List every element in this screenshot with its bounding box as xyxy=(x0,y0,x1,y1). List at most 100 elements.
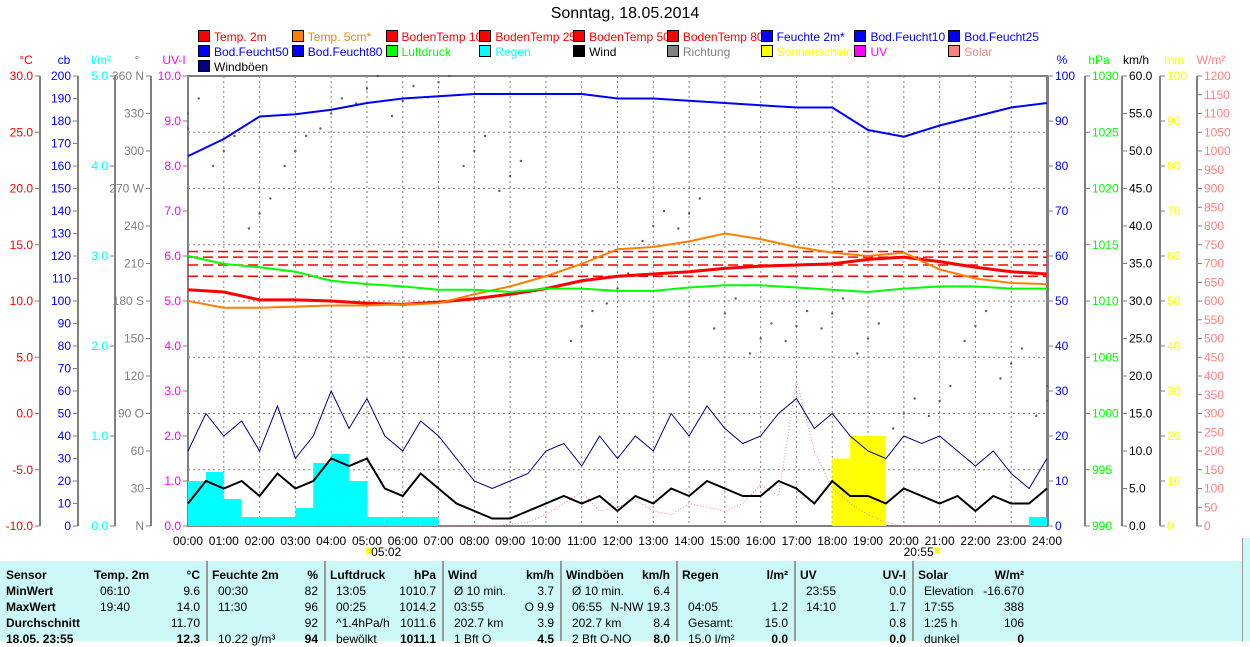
axis-tick-label: 1030 xyxy=(1092,69,1119,83)
stats-column-unit: km/h xyxy=(641,568,670,582)
axis-tick-label: 100 xyxy=(1204,482,1224,496)
axis-tick-label: 20.0 xyxy=(10,182,34,196)
axis-tick-label: 25.0 xyxy=(10,125,34,139)
wind-direction-point xyxy=(329,112,333,115)
wind-direction-point xyxy=(283,164,286,168)
x-tick-label: 03:00 xyxy=(280,534,310,548)
wind-direction-point xyxy=(687,212,691,215)
stats-cell-label: bewölkt xyxy=(336,632,377,646)
axis-tick-label: 100 xyxy=(1055,69,1075,83)
stats-cell-label: 10.22 g/m³ xyxy=(218,632,276,646)
axis-tick-label: 4.0 xyxy=(91,159,108,173)
axis-tick-label: 1015 xyxy=(1092,238,1119,252)
axis-tick-label: 9.0 xyxy=(164,114,181,128)
rain-bar xyxy=(366,517,385,526)
axis-tick-label: 20 xyxy=(1055,429,1069,443)
rain-bar xyxy=(277,517,296,526)
stats-cell-label: 202.7 km xyxy=(454,616,504,630)
axis-tick-label: 1.0 xyxy=(91,429,108,443)
axis-tick-label: -5.0 xyxy=(12,463,33,477)
stats-cell-label: 13:05 xyxy=(336,584,367,598)
rain-bar xyxy=(241,517,260,526)
stats-cell-value: 106 xyxy=(1003,616,1024,630)
axis-tick-label: 100 xyxy=(1167,69,1187,83)
wind-direction-point xyxy=(412,84,415,88)
axis-tick-label: 60 xyxy=(58,384,72,398)
chart-title: Sonntag, 18.05.2014 xyxy=(550,5,700,22)
series-line-luftdruck xyxy=(187,255,1047,294)
axis-tick-label: 850 xyxy=(1204,200,1224,214)
wind-direction-point xyxy=(974,324,977,328)
legend-label: Wind xyxy=(589,45,617,59)
axis-tick-label: 15.0 xyxy=(1129,407,1153,421)
stats-cell-value: N-NW 19.3 xyxy=(610,600,670,614)
x-tick-label: 00:00 xyxy=(173,534,203,548)
axis-tick-label: 20 xyxy=(1167,429,1181,443)
x-tick-label: 15:00 xyxy=(710,534,740,548)
stats-column-head: UV xyxy=(800,568,817,582)
legend-swatch xyxy=(948,45,961,57)
wind-direction-point xyxy=(877,322,880,325)
x-tick-label: 01:00 xyxy=(209,534,239,548)
legend-swatch xyxy=(948,30,961,42)
axis-tick-label: 10.0 xyxy=(1129,444,1153,458)
wind-direction-point xyxy=(999,377,1002,380)
stats-cell-value: 6.4 xyxy=(653,584,670,598)
stats-cell-value: 1.2 xyxy=(771,600,788,614)
wind-direction-point xyxy=(748,352,752,355)
x-tick-label: 05:00 xyxy=(352,534,382,548)
stats-cell-label: 06:10 xyxy=(100,584,131,598)
x-tick-label: 16:00 xyxy=(746,534,776,548)
wind-direction-point xyxy=(390,114,394,118)
wind-direction-point xyxy=(723,312,727,315)
axis-tick-label: 5.0 xyxy=(164,294,181,308)
wind-direction-point xyxy=(712,327,716,330)
wind-direction-point xyxy=(795,324,798,328)
legend-item: UV xyxy=(854,45,887,59)
stats-cell-label: Elevation xyxy=(924,584,974,598)
scrollbar[interactable] xyxy=(1242,538,1250,641)
axis-tick-label: 750 xyxy=(1204,238,1224,252)
stats-column: Temp. 2m °C 06:10 9.6 19:40 14.0 11.70 12.3 xyxy=(88,561,208,646)
rain-bar xyxy=(259,517,278,526)
axis-tick-label: 10 xyxy=(1055,474,1069,488)
stats-column-head: Temp. 2m xyxy=(94,568,150,582)
axis-tick-label: 550 xyxy=(1204,313,1224,327)
axis-tick-label: 1010 xyxy=(1092,294,1119,308)
axis-unit-label: UV-I xyxy=(162,53,185,67)
sunshine-bar xyxy=(832,458,851,526)
stats-column: Solar W/m² Elevation -16.670 17:55 388 1:25 h 1… xyxy=(912,561,1030,646)
axis-tick-label: 50 xyxy=(58,407,72,421)
wind-direction-point xyxy=(448,74,451,78)
legend-swatch xyxy=(760,45,773,57)
wind-direction-point xyxy=(841,297,845,300)
stats-cell-value: 0 xyxy=(1017,632,1024,646)
axis-tick-label: 30 xyxy=(1055,384,1069,398)
wind-direction-point xyxy=(856,352,859,355)
wind-direction-point xyxy=(662,209,666,213)
legend-swatch xyxy=(573,30,586,42)
axis-tick-label: 1000 xyxy=(1092,407,1119,421)
legend-label: Bod.Feucht10 xyxy=(870,30,946,44)
legend-item: BodenTemp 50 xyxy=(573,30,670,44)
axis-tick-label: 40 xyxy=(58,429,72,443)
legend-item: BodenTemp 25 xyxy=(479,30,576,44)
rain-bar xyxy=(223,499,242,526)
stats-column-unit: W/m² xyxy=(994,568,1024,582)
legend-label: Windböen xyxy=(214,60,269,74)
axis-tick-label: 1200 xyxy=(1204,69,1231,83)
legend-swatch xyxy=(573,45,586,57)
legend-swatch xyxy=(854,30,867,42)
x-tick-label: 24:00 xyxy=(1032,534,1062,548)
legend-swatch xyxy=(385,30,398,42)
axis-tick-label: 0 xyxy=(1167,519,1174,533)
x-tick-label: 18:00 xyxy=(817,534,847,548)
axis-unit-label: cb xyxy=(58,53,71,67)
sunset-label: 20:55 xyxy=(904,545,934,559)
stats-cell-value: 1010.7 xyxy=(399,584,436,598)
x-tick-label: 19:00 xyxy=(853,534,883,548)
legend-item: Temp. 5cm* xyxy=(291,30,371,44)
axis-tick-label: 40 xyxy=(1055,339,1069,353)
legend-item: Feuchte 2m* xyxy=(760,30,845,44)
axis-tick-label: 0 xyxy=(1204,519,1211,533)
